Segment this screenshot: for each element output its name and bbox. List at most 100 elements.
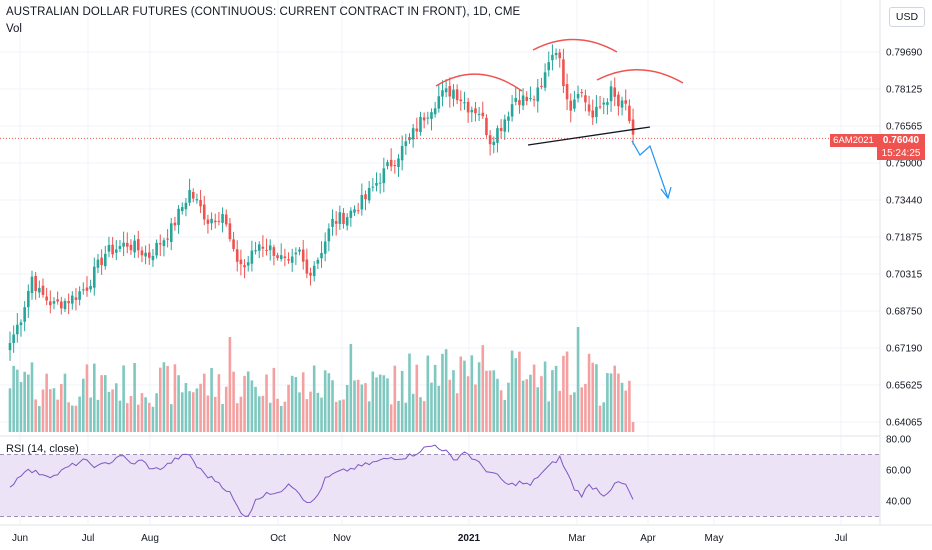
- candle-body: [63, 300, 67, 310]
- date-tick: Apr: [640, 533, 656, 544]
- candle-body: [345, 217, 349, 226]
- candle-body: [584, 95, 587, 103]
- volume-bar: [122, 365, 125, 432]
- price-tick: 0.71875: [886, 233, 923, 244]
- currency-button[interactable]: USD: [889, 7, 925, 27]
- volume-bar: [224, 386, 228, 432]
- volume-bar: [56, 399, 59, 432]
- candle-body: [415, 128, 419, 132]
- candle-body: [41, 285, 45, 295]
- volume-bar: [49, 389, 52, 432]
- bar-countdown-tag: 15:24:25: [877, 147, 925, 160]
- candle-body: [503, 119, 507, 132]
- volume-bar: [169, 404, 173, 432]
- candle-body: [206, 219, 210, 224]
- candle-body: [466, 101, 470, 113]
- candle-body: [287, 259, 290, 261]
- candle-body: [23, 307, 26, 322]
- volume-bar: [536, 387, 540, 432]
- candle-body: [547, 62, 551, 71]
- candle-body: [169, 223, 173, 242]
- volume-bar: [243, 375, 246, 432]
- volume-bar: [246, 371, 250, 432]
- volume-bar: [485, 370, 488, 432]
- candle-body: [158, 243, 162, 245]
- volume-bar: [364, 383, 367, 432]
- volume-bar: [155, 393, 158, 432]
- candle-body: [386, 162, 389, 167]
- candle-body: [602, 102, 606, 105]
- candle-body: [444, 88, 448, 93]
- volume-bar: [78, 396, 81, 432]
- price-tick: 0.65625: [886, 381, 923, 392]
- volume-bar: [100, 375, 103, 432]
- candle-body: [111, 244, 114, 255]
- volume-bar: [294, 377, 298, 432]
- candle-body: [191, 191, 195, 199]
- date-tick: 2021: [458, 533, 481, 544]
- candle-body: [470, 109, 474, 113]
- volume-bar: [569, 394, 573, 432]
- price-tick: 0.78125: [886, 85, 923, 96]
- volume-bar: [338, 400, 342, 432]
- volume-bar: [177, 375, 180, 432]
- last-price-tag: 0.76040: [877, 134, 925, 147]
- price-tick: 0.75000: [886, 159, 923, 170]
- left-shoulder-arc: [435, 73, 523, 92]
- candles: [8, 44, 635, 361]
- volume-bar: [551, 370, 554, 432]
- candle-body: [408, 137, 411, 141]
- volume-bar: [265, 374, 268, 432]
- candle-body: [298, 249, 301, 252]
- volume-bar: [107, 391, 111, 432]
- candle-body: [89, 285, 92, 290]
- candle-body: [554, 53, 558, 56]
- volume-bar: [371, 371, 375, 432]
- volume-bar: [518, 351, 521, 432]
- candle-body: [34, 275, 37, 291]
- volume-bar: [41, 389, 45, 432]
- volume-bar: [268, 402, 272, 432]
- candle-body: [536, 87, 540, 102]
- candle-body: [507, 116, 510, 121]
- projection-arrow: [631, 140, 669, 199]
- volume-bar: [327, 373, 331, 432]
- candle-body: [367, 187, 371, 201]
- date-tick: Aug: [141, 533, 159, 544]
- volume-bar: [191, 392, 195, 432]
- candle-body: [228, 223, 232, 240]
- candle-body: [404, 141, 408, 147]
- volume-bar: [353, 380, 356, 432]
- candle-body: [294, 252, 298, 255]
- volume-bar: [85, 364, 89, 432]
- symbol-tag: 6AM2021: [830, 134, 877, 147]
- volume-bar: [474, 384, 477, 432]
- volume-bar: [558, 390, 562, 432]
- candle-body: [452, 89, 455, 99]
- volume-bar: [562, 355, 565, 432]
- candle-body: [514, 97, 518, 102]
- volume-bar: [591, 362, 595, 432]
- volume-bar: [12, 365, 15, 432]
- volume-bar: [30, 362, 34, 432]
- volume-bar: [367, 401, 371, 432]
- candle-body: [562, 59, 565, 87]
- candle-body: [184, 202, 188, 210]
- volume-bar: [301, 372, 305, 432]
- candle-body: [30, 276, 34, 294]
- candle-body: [213, 220, 217, 223]
- candle-body: [19, 322, 23, 326]
- candle-body: [437, 96, 441, 109]
- volume-bar: [437, 385, 441, 432]
- candle-body: [16, 324, 19, 335]
- volume-bar: [496, 378, 499, 432]
- candle-body: [521, 95, 525, 106]
- candle-body: [397, 158, 400, 167]
- volume-bar: [250, 380, 254, 432]
- volume-bar: [444, 349, 448, 432]
- projection-arrowhead: [660, 186, 672, 200]
- candle-body: [147, 252, 151, 258]
- volume-bar: [180, 392, 184, 432]
- volume-bar: [287, 384, 290, 432]
- volume-bar: [408, 353, 411, 432]
